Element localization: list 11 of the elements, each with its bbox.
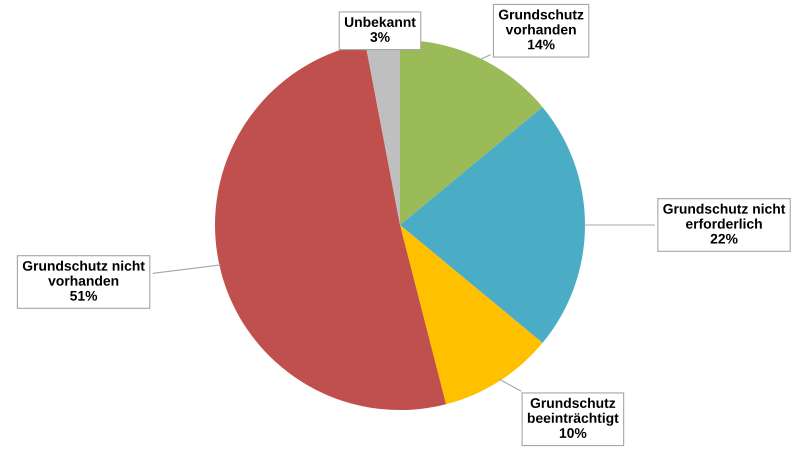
data-label: 3%	[370, 32, 390, 42]
slice-label: Grundschutz nicht vorhanden	[22, 260, 145, 286]
data-label: 51%	[70, 290, 98, 301]
data-label: 22%	[710, 234, 738, 244]
data-label: 10%	[560, 428, 586, 438]
slice-label: Grundschutz beeinträchtigt	[528, 398, 619, 426]
pie-slice	[400, 107, 585, 343]
slice-label: Grundschutz nicht erforderlich	[663, 204, 786, 229]
data-label: 14%	[528, 40, 555, 50]
slice-label: Grundschutz vorhanden	[498, 9, 584, 34]
slice-label: Unbekannt	[344, 16, 416, 27]
